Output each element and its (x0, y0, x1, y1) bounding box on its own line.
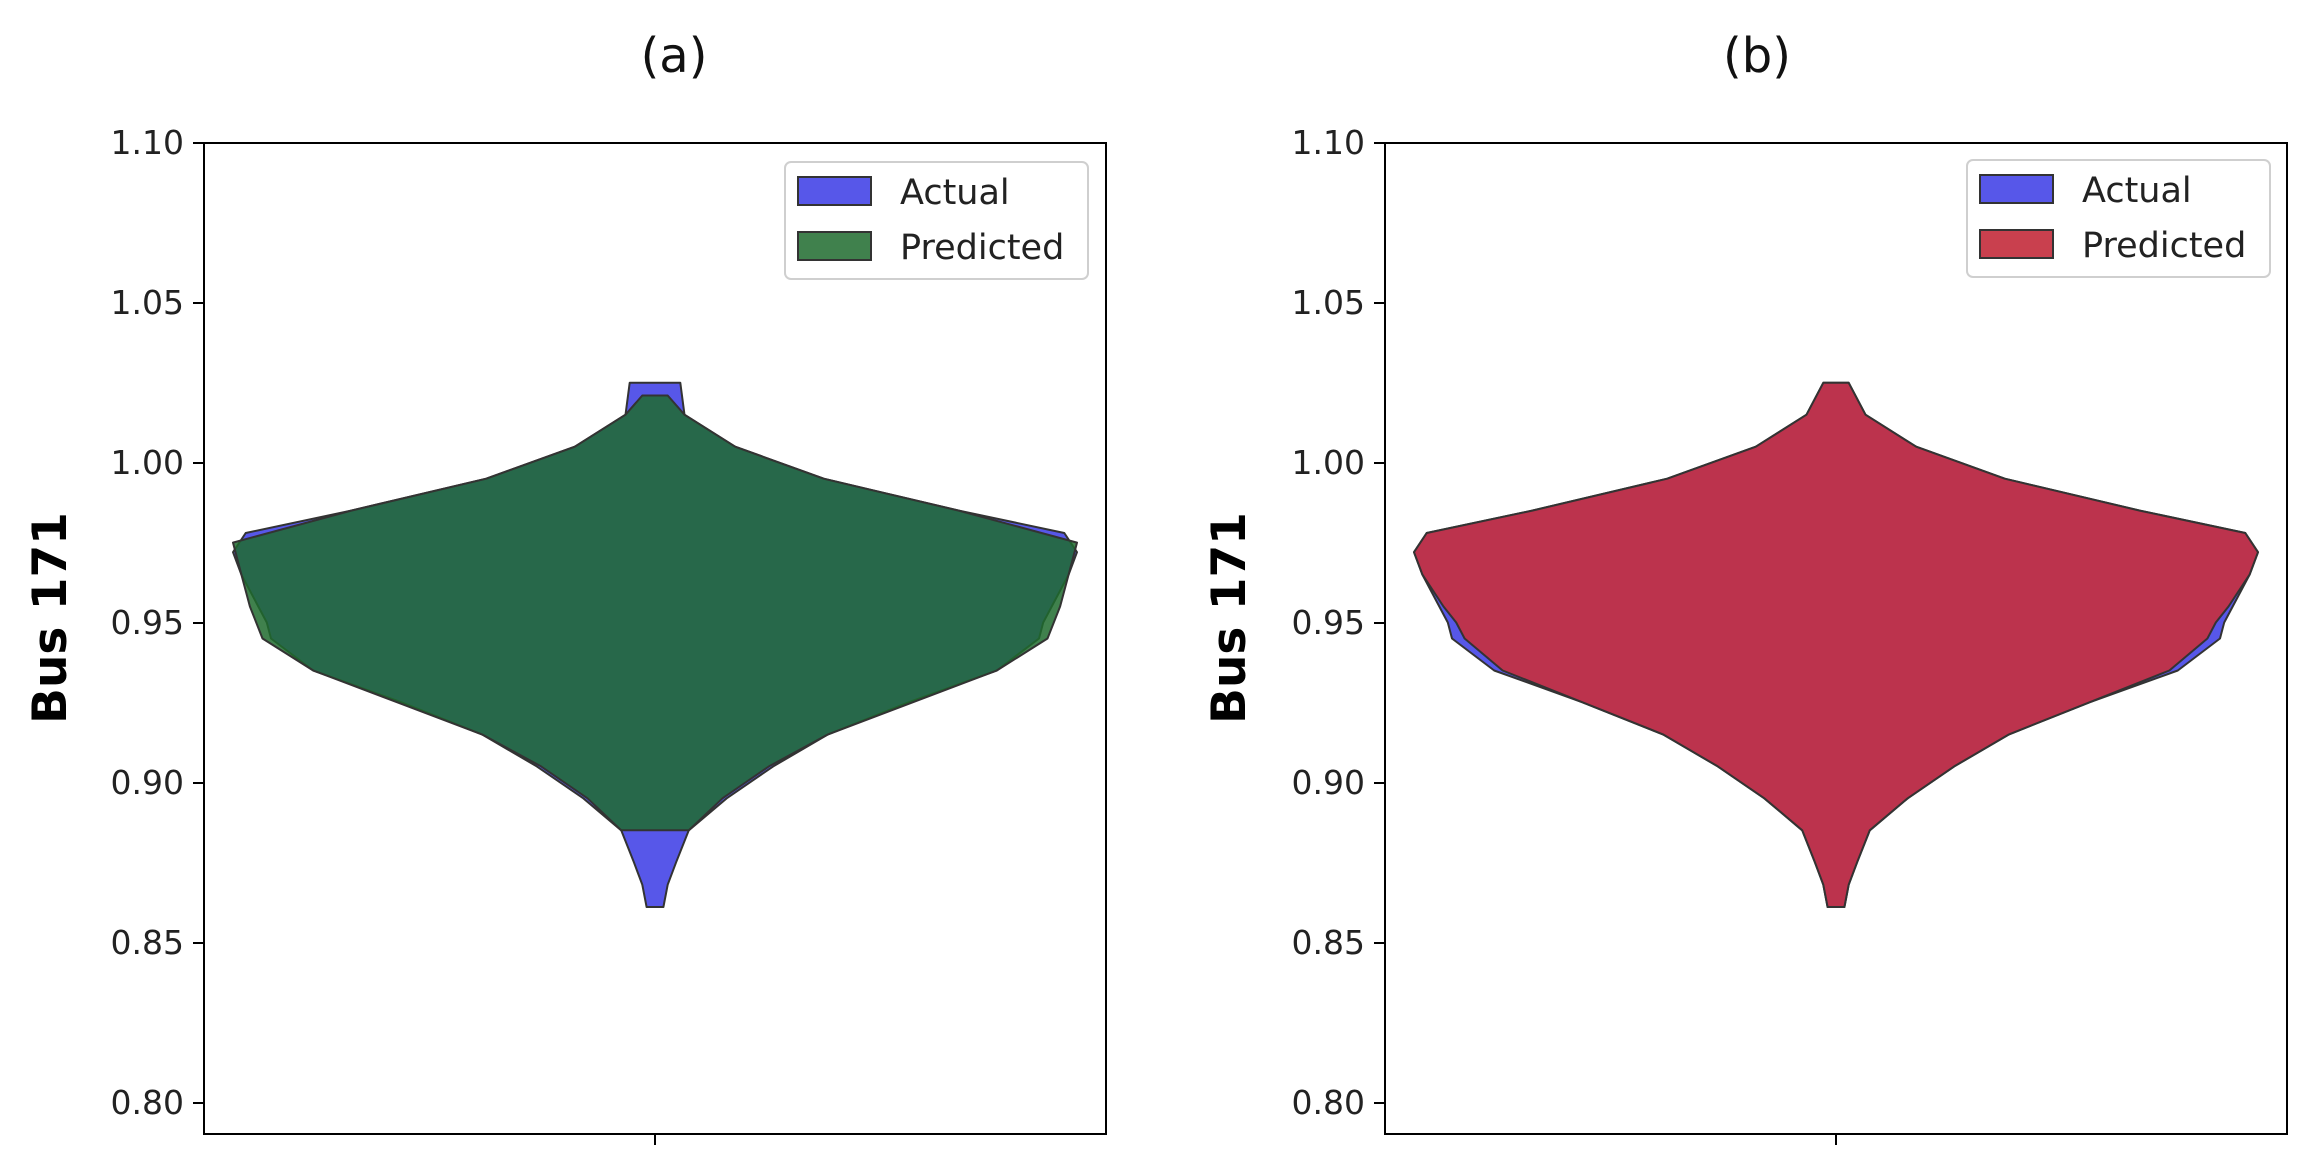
panel-a-ytick: 0.85 (111, 923, 204, 962)
panel-b-legend-label-actual: Actual (2082, 171, 2192, 211)
panel-a-ytick-label: 0.95 (111, 603, 184, 642)
panel-b-yticks: 0.80 0.85 0.90 0.95 1.00 1.05 (1292, 123, 1385, 1122)
panel-a-ytick: 1.00 (111, 443, 204, 482)
panel-b-ytick: 0.90 (1292, 763, 1385, 802)
panel-a-yticks: 0.80 0.85 0.90 0.95 1.00 1.05 (111, 123, 204, 1122)
panel-a-ytick-label: 1.05 (111, 283, 184, 322)
panel-a-ytick: 0.90 (111, 763, 204, 802)
panel-b-ytick-label: 1.05 (1292, 283, 1365, 322)
panel-b-violin-predicted (1413, 381, 2259, 908)
panel-a-legend-label-predicted: Predicted (900, 228, 1064, 268)
panel-a-ytick: 1.05 (111, 283, 204, 322)
panel-b-ytick-label: 1.00 (1292, 443, 1365, 482)
panel-a-legend-swatch-predicted (797, 231, 872, 261)
panel-a-ylabel: Bus 171 (23, 512, 78, 724)
panel-a-legend-label-actual: Actual (900, 173, 1010, 213)
panel-b-ytick-label: 0.95 (1292, 603, 1365, 642)
panel-a-violin-predicted (232, 394, 1078, 832)
panel-b-ytick-label: 0.90 (1292, 763, 1365, 802)
panel-b-ytick: 0.85 (1292, 923, 1385, 962)
panel-b-ytick: 1.00 (1292, 443, 1385, 482)
panel-a-legend-swatch-actual (797, 176, 872, 206)
panel-a: (a) Bus 171 0.80 0.85 0.90 0.95 (23, 28, 1107, 1145)
panel-a-ytick-label: 0.80 (111, 1083, 184, 1122)
panel-b-ytick: 1.05 (1292, 283, 1385, 322)
panel-a-ytick: 0.80 (111, 1083, 204, 1122)
panel-a-ytick: 1.10 (111, 123, 204, 162)
panel-a-ytick-label: 1.10 (111, 123, 184, 162)
panel-b-legend-label-predicted: Predicted (2082, 226, 2246, 266)
panel-b-title: (b) (1723, 28, 1791, 84)
panel-b-legend-swatch-predicted (1979, 229, 2054, 259)
panel-b-ylabel: Bus 171 (1202, 512, 1257, 724)
panel-b-ytick-label: 1.10 (1292, 123, 1365, 162)
panel-a-ytick-label: 1.00 (111, 443, 184, 482)
panel-a-legend: Actual Predicted (784, 161, 1089, 280)
panel-b: (b) Bus 171 0.80 0.85 0.90 0.95 (1202, 28, 2288, 1145)
panel-a-ytick-label: 0.85 (111, 923, 184, 962)
panel-b-ytick-label: 0.85 (1292, 923, 1365, 962)
panel-b-ytick: 0.80 (1292, 1083, 1385, 1122)
panel-b-legend-swatch-actual (1979, 174, 2054, 204)
panel-b-ytick: 1.10 (1292, 123, 1385, 162)
panel-b-ytick-label: 0.80 (1292, 1083, 1365, 1122)
panel-a-violins (232, 381, 1078, 908)
panel-b-legend: Actual Predicted (1966, 159, 2271, 278)
panel-b-violins (1413, 381, 2259, 908)
panel-a-ytick: 0.95 (111, 603, 204, 642)
panel-a-title: (a) (641, 28, 708, 84)
panel-a-ytick-label: 0.90 (111, 763, 184, 802)
panel-b-ytick: 0.95 (1292, 603, 1385, 642)
